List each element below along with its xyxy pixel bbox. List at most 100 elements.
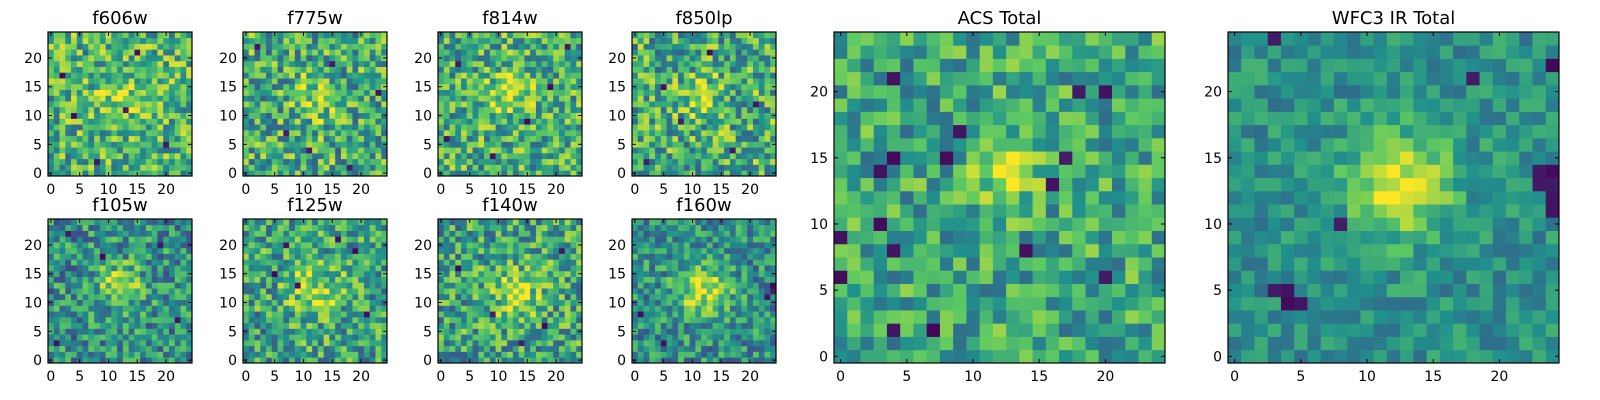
heatmap-cell xyxy=(558,339,566,347)
heatmap-cell xyxy=(248,32,255,39)
heatmap-cell xyxy=(111,83,118,90)
heatmap-cell xyxy=(140,158,147,165)
heatmap-cell xyxy=(701,60,708,67)
heatmap-cell xyxy=(99,305,106,312)
heatmap-cell xyxy=(323,270,330,277)
heatmap-cell xyxy=(535,219,543,226)
heatmap-cell xyxy=(254,311,261,318)
heatmap-cell xyxy=(71,265,78,272)
heatmap-cell xyxy=(82,282,89,289)
heatmap-cell xyxy=(689,55,696,62)
heatmap-cell xyxy=(105,224,112,231)
heatmap-cell xyxy=(277,106,284,114)
heatmap-cell xyxy=(484,259,491,266)
heatmap-cell xyxy=(649,351,656,358)
heatmap-cell xyxy=(271,55,278,62)
heatmap-cell xyxy=(712,83,719,90)
heatmap-cell xyxy=(174,83,181,90)
heatmap-cell xyxy=(530,288,537,295)
heatmap-cell xyxy=(168,129,176,137)
heatmap-cell xyxy=(180,37,187,44)
heatmap-cell xyxy=(558,316,566,324)
heatmap-cell xyxy=(168,247,176,254)
heatmap-cell xyxy=(128,224,135,231)
heatmap-cell xyxy=(501,282,508,289)
heatmap-cell xyxy=(632,293,639,301)
heatmap-cell xyxy=(254,293,261,301)
heatmap-cell xyxy=(134,152,141,160)
heatmap-cell xyxy=(174,270,181,277)
heatmap-cell xyxy=(764,276,771,283)
heatmap-cell xyxy=(88,152,95,160)
heatmap-cell xyxy=(335,247,342,254)
heatmap-cell xyxy=(352,66,359,73)
heatmap-cell xyxy=(174,135,181,142)
heatmap-cell xyxy=(260,72,267,79)
heatmap-cell xyxy=(300,351,307,358)
heatmap-cell xyxy=(346,78,353,85)
heatmap-cell xyxy=(758,32,765,39)
heatmap-cell xyxy=(94,334,101,341)
heatmap-cell xyxy=(695,129,702,137)
heatmap-cell xyxy=(145,293,153,301)
heatmap-cell xyxy=(82,170,89,177)
heatmap-cell xyxy=(484,95,491,102)
heatmap-cell xyxy=(128,322,135,329)
heatmap-cell xyxy=(157,270,164,277)
heatmap-cell xyxy=(449,101,456,108)
heatmap-cell xyxy=(449,242,456,249)
heatmap-cell xyxy=(764,328,771,335)
heatmap-cell xyxy=(312,72,319,79)
heatmap-cell xyxy=(71,339,78,347)
heatmap-cell xyxy=(340,345,348,352)
heatmap-cell xyxy=(712,32,719,39)
heatmap-cell xyxy=(501,345,508,352)
heatmap-cell xyxy=(443,299,450,306)
heatmap-cell xyxy=(724,276,731,283)
heatmap-cell xyxy=(260,247,267,254)
heatmap-cell xyxy=(180,129,187,137)
heatmap-cell xyxy=(151,158,158,165)
heatmap-cell xyxy=(174,236,181,243)
heatmap-cell xyxy=(660,118,667,125)
heatmap-cell xyxy=(758,293,765,301)
heatmap-cell xyxy=(151,316,158,324)
heatmap-cell xyxy=(576,345,583,352)
heatmap-cell xyxy=(243,236,250,243)
heatmap-cell xyxy=(358,118,365,125)
heatmap-cell xyxy=(105,276,112,283)
heatmap-cell xyxy=(643,345,650,352)
heatmap-cell xyxy=(243,37,250,44)
heatmap-cell xyxy=(449,351,456,358)
heatmap-cell xyxy=(323,55,330,62)
heatmap-cell xyxy=(735,89,742,96)
heatmap-cell xyxy=(363,112,371,119)
heatmap-cell xyxy=(381,219,388,226)
heatmap-cell xyxy=(128,49,135,56)
heatmap-cell xyxy=(547,95,554,102)
heatmap-cell xyxy=(277,339,284,347)
heatmap-cell xyxy=(547,247,554,254)
heatmap-cell xyxy=(735,351,742,358)
heatmap-cell xyxy=(329,270,336,277)
heatmap-cell xyxy=(660,276,667,283)
heatmap-cell xyxy=(752,83,760,90)
heatmap-cell xyxy=(655,37,662,44)
heatmap-cell xyxy=(168,265,176,272)
heatmap-cell xyxy=(643,322,650,329)
heatmap-cell xyxy=(271,270,278,277)
heatmap-cell xyxy=(76,95,83,102)
heatmap-cell xyxy=(82,83,89,90)
heatmap-cell xyxy=(117,164,124,171)
heatmap-cell xyxy=(254,101,261,108)
heatmap-cell xyxy=(764,316,771,324)
heatmap-cell xyxy=(455,339,462,347)
heatmap-cell xyxy=(248,152,255,160)
heatmap-cell xyxy=(735,129,742,137)
heatmap-cell xyxy=(683,55,690,62)
heatmap-cell xyxy=(381,60,388,67)
heatmap-cell xyxy=(151,282,158,289)
heatmap-cell xyxy=(59,219,66,226)
heatmap-cell xyxy=(306,236,313,243)
heatmap-cell xyxy=(145,224,153,231)
